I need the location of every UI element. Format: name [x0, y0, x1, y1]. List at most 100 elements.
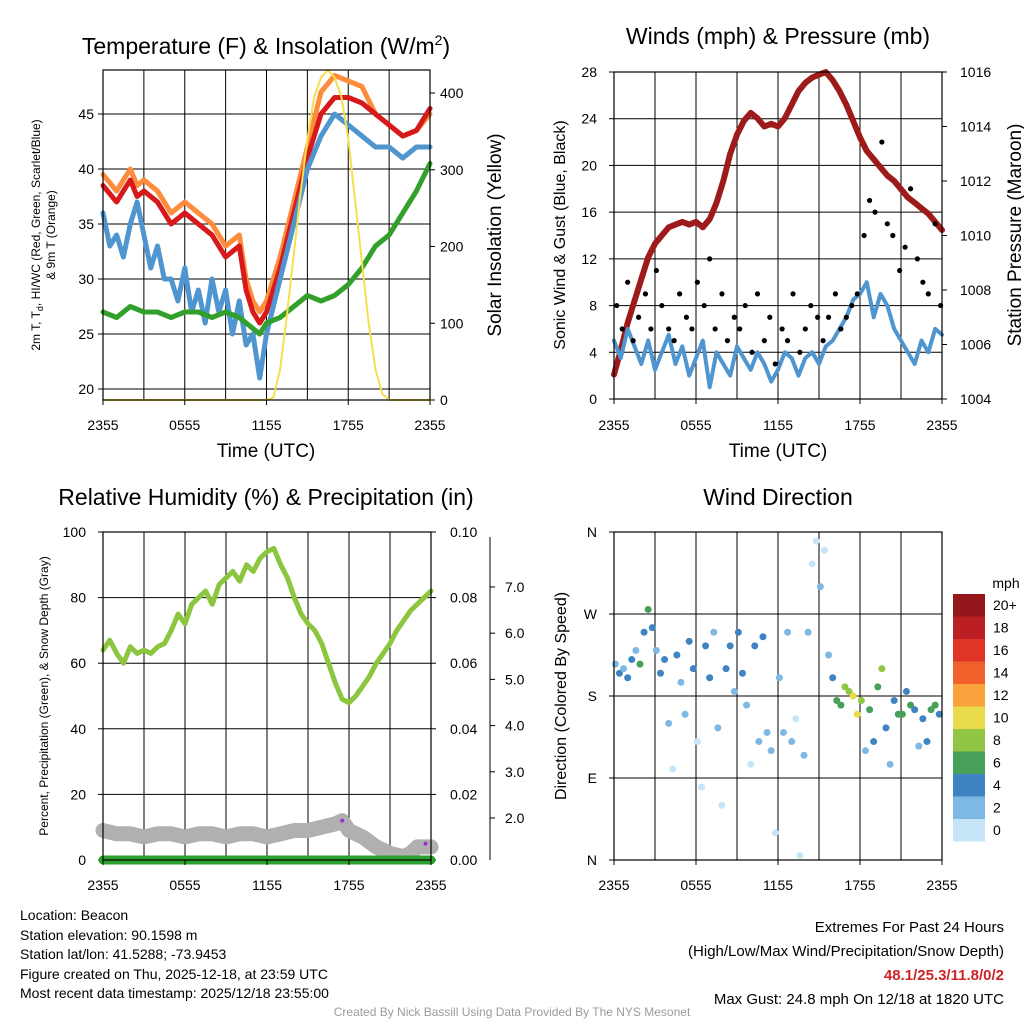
- precip-ytick-label: 0.10: [450, 524, 477, 540]
- gust-dot: [861, 232, 867, 239]
- direction-point: [669, 765, 677, 773]
- legend-swatch: [953, 594, 985, 617]
- gust-dot: [890, 232, 896, 239]
- humidity-ytick-label: 20: [70, 786, 86, 802]
- gust-dot: [872, 209, 878, 215]
- direction-point: [759, 633, 767, 641]
- temperature-series-2m-t: [100, 95, 433, 326]
- gust-dot: [767, 314, 773, 320]
- direction-point: [771, 829, 779, 837]
- winds-series-sonic-wind: [612, 280, 944, 390]
- pressure-ytick-label: 1016: [960, 64, 991, 80]
- direction-point: [779, 728, 787, 736]
- gust-dot: [742, 302, 748, 309]
- pressure-ytick-label: 1012: [960, 173, 991, 189]
- direction-point: [808, 560, 816, 568]
- temperature-xtick-label: 2355: [87, 417, 118, 433]
- legend-swatch: [953, 616, 985, 639]
- temperature-ytick-label: 40: [78, 161, 94, 177]
- direction-point: [718, 801, 726, 809]
- winds-ytick-label: 24: [581, 111, 597, 127]
- humidity-panel: Relative Humidity (%) & Precipitation (i…: [37, 484, 525, 893]
- direction-point: [656, 669, 664, 677]
- direction-ytick-label: W: [584, 606, 598, 622]
- direction-point: [829, 674, 837, 682]
- direction-point: [714, 724, 722, 732]
- temperature-xlabel: Time (UTC): [217, 441, 316, 462]
- legend-swatch: [953, 774, 985, 797]
- direction-point: [788, 738, 796, 746]
- gust-dot: [866, 197, 873, 204]
- temperature-xtick-label: 0555: [169, 417, 200, 433]
- snow-marker: [340, 818, 345, 823]
- gust-dot: [724, 338, 731, 344]
- direction-point: [882, 724, 890, 732]
- gust-dot: [677, 291, 683, 297]
- gust-dot: [671, 338, 677, 344]
- gust-dot: [648, 326, 654, 332]
- humidity-ytick-label: 100: [63, 524, 87, 540]
- gust-dot: [749, 349, 755, 355]
- recent-data-text: Most recent data timestamp: 2025/12/18 2…: [20, 985, 329, 1001]
- direction-xtick-label: 1755: [844, 877, 875, 893]
- gust-dot: [902, 244, 908, 250]
- direction-point: [861, 747, 869, 755]
- legend-swatch: [953, 706, 985, 729]
- humidity-ytick-label: 0: [78, 852, 86, 868]
- gust-dot: [642, 291, 649, 297]
- gust-dot: [790, 291, 796, 297]
- direction-point: [931, 701, 939, 709]
- humidity-xtick-label: 2355: [87, 877, 118, 893]
- legend-unit: mph: [992, 575, 1019, 591]
- legend-swatch: [953, 751, 985, 774]
- direction-point: [661, 656, 669, 664]
- wind-direction-panel: Wind Direction Direction (Colored By Spe…: [553, 484, 1020, 893]
- winds-xtick-label: 0555: [680, 417, 711, 433]
- humidity-ytick-label: 40: [70, 721, 86, 737]
- gust-dot: [772, 361, 778, 367]
- direction-xtick-label: 1155: [763, 877, 793, 893]
- direction-ytick-label: S: [588, 688, 597, 704]
- gust-dot: [761, 338, 767, 344]
- gust-dot: [701, 302, 707, 309]
- humidity-ytick-label: 60: [70, 655, 86, 671]
- gust-dot: [619, 326, 625, 332]
- winds-ytick-label: 4: [589, 344, 597, 360]
- legend-label: 20+: [993, 597, 1017, 613]
- direction-point: [767, 747, 775, 755]
- gust-dot: [884, 221, 890, 227]
- wind-direction-ylabel: Direction (Colored By Speed): [553, 592, 570, 800]
- winds-ytick-label: 20: [581, 157, 597, 173]
- legend-label: 16: [993, 642, 1009, 658]
- legend-swatch: [953, 796, 985, 819]
- gust-dot: [666, 326, 672, 332]
- direction-point: [902, 687, 910, 695]
- gust-dot: [879, 139, 885, 145]
- direction-point: [792, 715, 800, 723]
- direction-point: [697, 783, 705, 791]
- direction-point: [665, 719, 673, 727]
- direction-point: [935, 710, 943, 718]
- temperature-ytick-label: 20: [78, 381, 94, 397]
- direction-point: [640, 628, 648, 636]
- direction-point: [763, 728, 771, 736]
- direction-ytick-label: E: [588, 770, 597, 786]
- temperature-ytick-label: 45: [78, 106, 94, 122]
- snow-depth-ytick-label: 3.0: [505, 764, 525, 780]
- gust-dot: [808, 302, 814, 309]
- winds-series-station-pressure: [611, 69, 945, 378]
- precip-ytick-label: 0.04: [450, 721, 477, 737]
- direction-point: [734, 628, 742, 636]
- legend-label: 4: [993, 777, 1001, 793]
- temperature-panel: Temperature (F) & Insolation (W/m2) Time…: [29, 32, 506, 462]
- direction-point: [825, 651, 833, 659]
- gust-dot: [854, 291, 860, 297]
- temperature-series-solar-insolation: [102, 69, 431, 401]
- pressure-ytick-label: 1008: [960, 282, 991, 298]
- winds-panel: Winds (mph) & Pressure (mb) Time (UTC) S…: [552, 23, 1024, 462]
- legend-label: 18: [993, 620, 1009, 636]
- legend-label: 14: [993, 665, 1009, 681]
- humidity-xtick-label: 2355: [415, 877, 446, 893]
- legend-label: 12: [993, 687, 1009, 703]
